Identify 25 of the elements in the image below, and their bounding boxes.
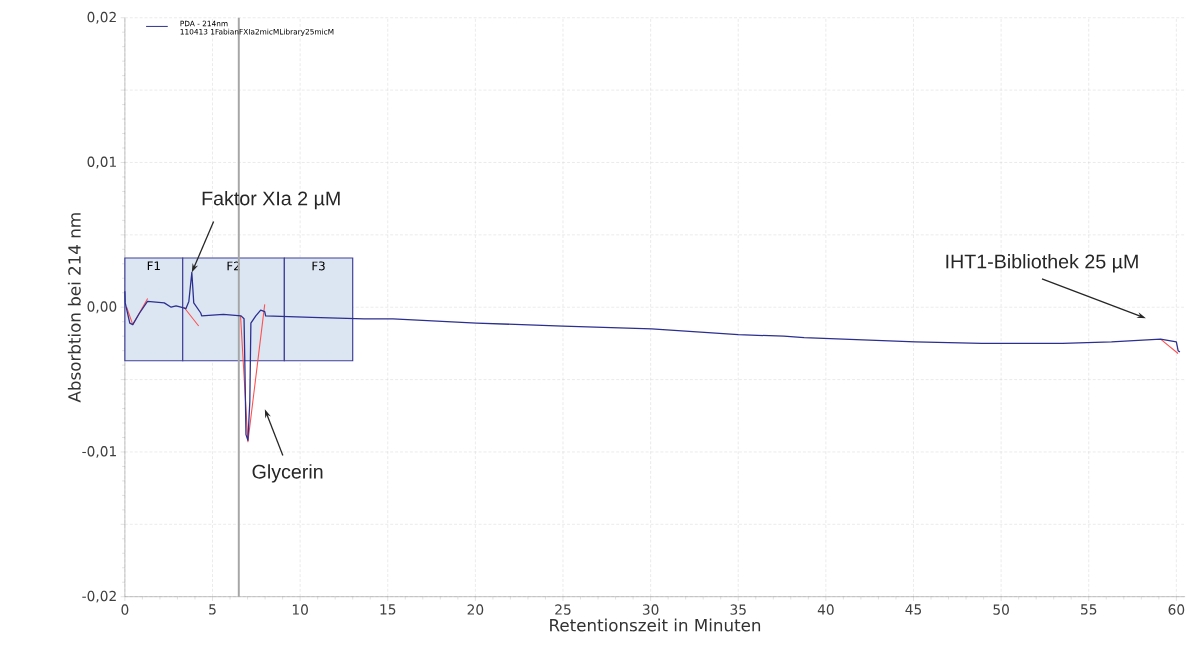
y-tick-label: -0,02: [82, 590, 116, 603]
x-tick-label: 40: [817, 604, 834, 615]
x-tick-label: 35: [730, 604, 746, 615]
band-label: F1: [147, 261, 160, 271]
annotation: Glycerin: [252, 464, 323, 483]
x-tick-label: 25: [555, 604, 571, 615]
annotation: Faktor XIa 2 µM: [202, 191, 340, 210]
x-tick-label: 5: [209, 604, 216, 615]
y-tick-label: -0,01: [82, 446, 116, 458]
x-tick-label: 0: [121, 604, 129, 615]
x-tick-label: 10: [292, 604, 308, 615]
x-tick-label: 15: [380, 604, 396, 615]
band-label: F3: [312, 261, 325, 271]
x-tick-label: 30: [642, 604, 659, 615]
y-tick-label: 0,02: [87, 11, 116, 24]
x-tick-label: 20: [467, 604, 484, 615]
x-tick-label: 55: [1081, 604, 1097, 615]
y-tick-label: 0,01: [87, 156, 116, 169]
x-axis-title: Retentionszeit in Minuten: [550, 618, 761, 632]
x-tick-label: 45: [905, 604, 922, 615]
y-axis-title: Absorbtion bei 214 nm: [67, 213, 81, 403]
x-tick-label: 50: [993, 604, 1009, 615]
annotation: IHT1-Bibliothek 25 µM: [946, 254, 1138, 273]
y-tick-label: 0,00: [87, 301, 117, 314]
x-tick-label: 60: [1168, 604, 1185, 615]
